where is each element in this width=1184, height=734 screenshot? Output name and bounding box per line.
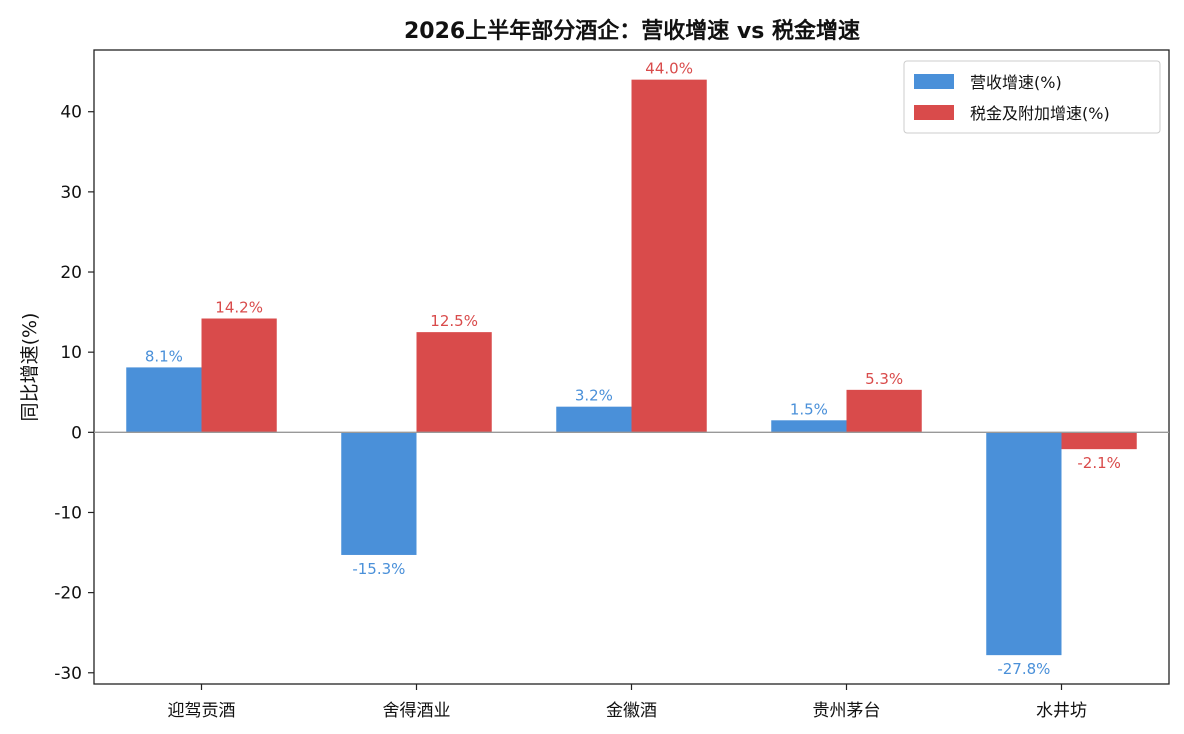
data-label-series-2: 5.3% (865, 370, 903, 388)
bar-series-2 (631, 79, 707, 433)
x-tick-label: 贵州茅台 (813, 701, 881, 721)
data-label-series-1: 1.5% (790, 400, 828, 418)
y-tick-label: -20 (54, 584, 82, 604)
data-label-series-1: 3.2% (575, 387, 613, 405)
bar-series-1 (341, 432, 417, 555)
chart-title: 2026上半年部分酒企：营收增速 vs 税金增速 (404, 18, 860, 44)
legend-box (903, 60, 1161, 134)
legend-swatch (914, 74, 954, 89)
legend-label: 税金及附加增速(%) (970, 104, 1110, 123)
bar-series-2 (846, 389, 922, 433)
legend-label: 营收增速(%) (970, 73, 1062, 92)
y-tick-label: 40 (60, 103, 82, 123)
x-tick-label: 金徽酒 (606, 701, 657, 721)
legend: 营收增速(%) 税金及附加增速(%) (903, 60, 1161, 134)
y-tick-label: -10 (54, 503, 82, 523)
bar-series-2 (416, 332, 492, 433)
legend-swatch (914, 105, 954, 120)
y-tick-label: 20 (60, 263, 82, 283)
x-tick-label: 迎驾贡酒 (168, 701, 236, 721)
bar-series-1 (126, 367, 202, 433)
data-label-series-2: 12.5% (430, 312, 478, 330)
x-tick-label: 水井坊 (1036, 701, 1087, 721)
data-label-series-1: -27.8% (997, 660, 1050, 678)
x-tick-label: 舍得酒业 (383, 701, 451, 721)
data-label-series-1: -15.3% (352, 560, 405, 578)
plot-area: -30 -20 -10 0 10 20 30 40 迎驾贡酒 8.1% 14.2% 舍得酒业 -15.3… (54, 49, 1170, 721)
data-label-series-2: 14.2% (215, 299, 263, 317)
data-label-series-2: 44.0% (645, 60, 693, 78)
bar-series-2 (1061, 432, 1137, 450)
data-label-series-1: 8.1% (145, 347, 183, 365)
bar-series-1 (556, 406, 632, 433)
y-tick-label: 10 (60, 343, 82, 363)
data-label-series-2: -2.1% (1077, 454, 1121, 472)
bar-series-1 (986, 432, 1062, 656)
y-tick-label: 0 (71, 423, 82, 443)
y-tick-label: 30 (60, 183, 82, 203)
bar-series-2 (201, 318, 277, 433)
y-axis-label: 同比增速(%) (19, 313, 41, 422)
y-tick-label: -30 (54, 664, 82, 684)
bar-series-1 (771, 420, 847, 433)
